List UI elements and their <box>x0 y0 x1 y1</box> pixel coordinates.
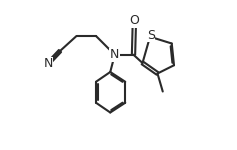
Text: N: N <box>43 57 53 70</box>
Text: N: N <box>110 48 119 61</box>
Text: O: O <box>129 15 139 27</box>
Text: S: S <box>147 29 155 42</box>
